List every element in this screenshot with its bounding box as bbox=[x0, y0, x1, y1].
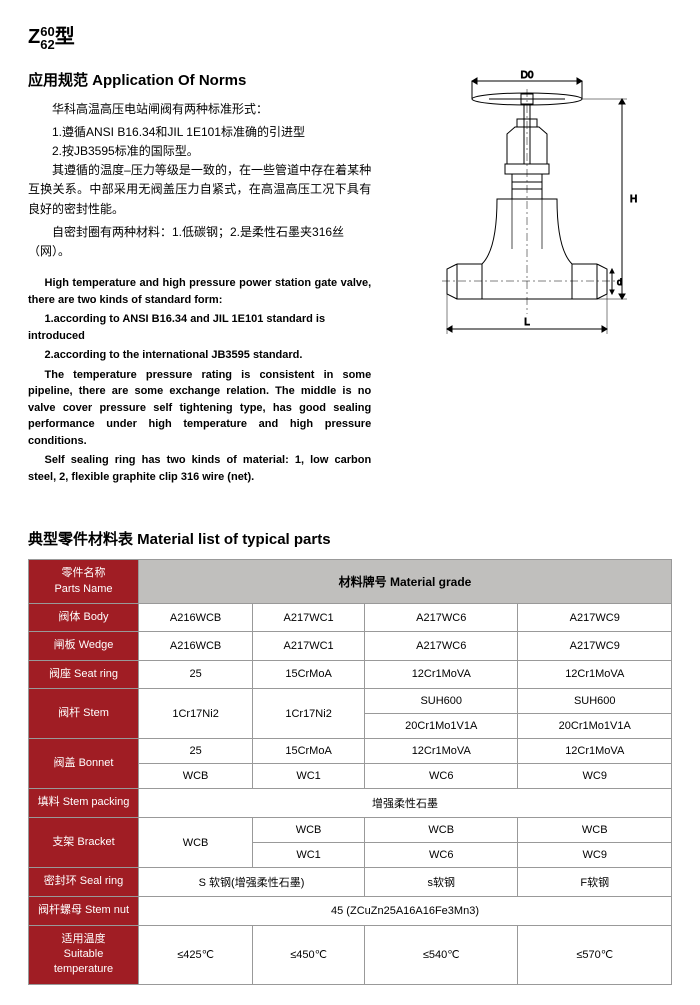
model-top: 60 bbox=[40, 25, 54, 38]
cell: 1Cr17Ni2 bbox=[139, 689, 253, 739]
row-wedge: 闸板 Wedge A216WCB A217WC1 A217WC6 A217WC9 bbox=[29, 632, 672, 660]
row-bonnet-1: 阀盖 Bonnet 25 15CrMoA 12Cr1MoVA 12Cr1MoVA bbox=[29, 739, 672, 764]
row-temp: 适用温度 Suitable temperature ≤425℃ ≤450℃ ≤5… bbox=[29, 925, 672, 984]
row-bracket-1: 支架 Bracket WCB WCB WCB WCB bbox=[29, 818, 672, 843]
cell: WCB bbox=[139, 764, 253, 789]
cell: 12Cr1MoVA bbox=[365, 660, 518, 688]
cn-p2: 1.遵循ANSI B16.34和JIL 1E101标准确的引进型 bbox=[28, 123, 371, 142]
cell: ≤540℃ bbox=[365, 925, 518, 984]
table-heading: 典型零件材料表 Material list of typical parts bbox=[28, 528, 672, 549]
cell: 25 bbox=[139, 660, 253, 688]
cell: A216WCB bbox=[139, 604, 253, 632]
cell: 45 (ZCuZn25A16A16Fe3Mn3) bbox=[139, 897, 672, 925]
cell: WC9 bbox=[518, 764, 672, 789]
label-bracket: 支架 Bracket bbox=[29, 818, 139, 868]
en-p4: The temperature pressure rating is consi… bbox=[28, 367, 371, 450]
model-bottom: 62 bbox=[40, 38, 54, 51]
cn-p3: 2.按JB3595标准的国际型。 bbox=[28, 142, 371, 161]
cell: 20Cr1Mo1V1A bbox=[365, 714, 518, 739]
cell: A217WC6 bbox=[365, 632, 518, 660]
model-prefix: Z bbox=[28, 26, 40, 48]
cell: ≤570℃ bbox=[518, 925, 672, 984]
row-packing: 填料 Stem packing 增强柔性石墨 bbox=[29, 789, 672, 818]
valve-diagram: D0 bbox=[427, 69, 637, 349]
cell: WCB bbox=[139, 818, 253, 868]
cell: 12Cr1MoVA bbox=[518, 739, 672, 764]
cell: SUH600 bbox=[365, 689, 518, 714]
cell: s软钢 bbox=[365, 868, 518, 897]
svg-text:H: H bbox=[630, 194, 637, 205]
cell: WC1 bbox=[253, 764, 365, 789]
svg-text:D0: D0 bbox=[520, 70, 533, 81]
label-packing: 填料 Stem packing bbox=[29, 789, 139, 818]
row-seat: 阀座 Seat ring 25 15CrMoA 12Cr1MoVA 12Cr1M… bbox=[29, 660, 672, 688]
cell: S 软钢(增强柔性石墨) bbox=[139, 868, 365, 897]
header-material: 材料牌号 Material grade bbox=[139, 560, 672, 604]
cell: A216WCB bbox=[139, 632, 253, 660]
cell: WC6 bbox=[365, 843, 518, 868]
label-nut: 阀杆螺母 Stem nut bbox=[29, 897, 139, 925]
cell: WCB bbox=[518, 818, 672, 843]
cell: 增强柔性石墨 bbox=[139, 789, 672, 818]
label-seat: 阀座 Seat ring bbox=[29, 660, 139, 688]
en-p5: Self sealing ring has two kinds of mater… bbox=[28, 452, 371, 485]
cn-p5: 自密封圈有两种材料：1.低碳钢；2.是柔性石墨夹316丝（网）。 bbox=[28, 223, 371, 261]
cell: ≤425℃ bbox=[139, 925, 253, 984]
label-stem: 阀杆 Stem bbox=[29, 689, 139, 739]
en-p3: 2.according to the international JB3595 … bbox=[28, 347, 371, 364]
cell: A217WC1 bbox=[253, 604, 365, 632]
cell: 1Cr17Ni2 bbox=[253, 689, 365, 739]
cell: 20Cr1Mo1V1A bbox=[518, 714, 672, 739]
label-wedge: 闸板 Wedge bbox=[29, 632, 139, 660]
label-body: 阀体 Body bbox=[29, 604, 139, 632]
cell: WC6 bbox=[365, 764, 518, 789]
cell: 25 bbox=[139, 739, 253, 764]
svg-text:d: d bbox=[617, 277, 622, 287]
cell: 12Cr1MoVA bbox=[518, 660, 672, 688]
svg-text:L: L bbox=[524, 317, 530, 328]
row-seal: 密封环 Seal ring S 软钢(增强柔性石墨) s软钢 F软钢 bbox=[29, 868, 672, 897]
diagram-column: D0 bbox=[391, 69, 672, 489]
header-parts: 零件名称 Parts Name bbox=[29, 560, 139, 604]
material-table: 零件名称 Parts Name 材料牌号 Material grade 阀体 B… bbox=[28, 559, 672, 985]
label-temp: 适用温度 Suitable temperature bbox=[29, 925, 139, 984]
cell: A217WC9 bbox=[518, 632, 672, 660]
norms-heading: 应用规范 Application Of Norms bbox=[28, 69, 371, 90]
cn-p1: 华科高温高压电站闸阀有两种标准形式： bbox=[28, 100, 371, 119]
en-p1: High temperature and high pressure power… bbox=[28, 275, 371, 308]
model-suffix: 型 bbox=[55, 26, 75, 48]
cell: A217WC1 bbox=[253, 632, 365, 660]
cell: A217WC6 bbox=[365, 604, 518, 632]
cell: ≤450℃ bbox=[253, 925, 365, 984]
label-bonnet: 阀盖 Bonnet bbox=[29, 739, 139, 789]
row-body: 阀体 Body A216WCB A217WC1 A217WC6 A217WC9 bbox=[29, 604, 672, 632]
cell: WC1 bbox=[253, 843, 365, 868]
table-header-row: 零件名称 Parts Name 材料牌号 Material grade bbox=[29, 560, 672, 604]
cell: WCB bbox=[365, 818, 518, 843]
cell: 12Cr1MoVA bbox=[365, 739, 518, 764]
row-nut: 阀杆螺母 Stem nut 45 (ZCuZn25A16A16Fe3Mn3) bbox=[29, 897, 672, 925]
en-p2: 1.according to ANSI B16.34 and JIL 1E101… bbox=[28, 311, 371, 344]
cell: SUH600 bbox=[518, 689, 672, 714]
cell: A217WC9 bbox=[518, 604, 672, 632]
text-column: 应用规范 Application Of Norms 华科高温高压电站闸阀有两种标… bbox=[28, 69, 371, 489]
row-stem-1: 阀杆 Stem 1Cr17Ni2 1Cr17Ni2 SUH600 SUH600 bbox=[29, 689, 672, 714]
cell: 15CrMoA bbox=[253, 660, 365, 688]
cn-p4: 其遵循的温度–压力等级是一致的，在一些管道中存在着某种互换关系。中部采用无阀盖压… bbox=[28, 161, 371, 219]
cell: 15CrMoA bbox=[253, 739, 365, 764]
cell: WCB bbox=[253, 818, 365, 843]
cell: F软钢 bbox=[518, 868, 672, 897]
model-title: Z6062型 bbox=[28, 20, 672, 51]
top-section: 应用规范 Application Of Norms 华科高温高压电站闸阀有两种标… bbox=[28, 69, 672, 489]
label-seal: 密封环 Seal ring bbox=[29, 868, 139, 897]
cell: WC9 bbox=[518, 843, 672, 868]
